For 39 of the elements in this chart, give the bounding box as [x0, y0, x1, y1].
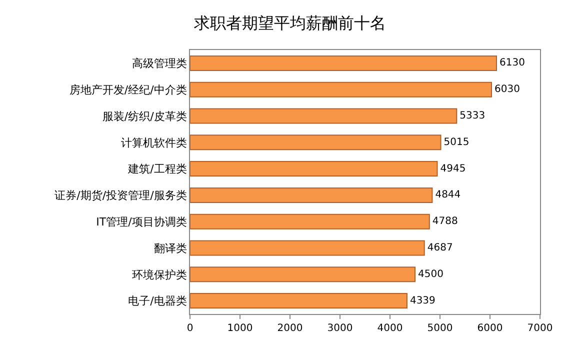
- bar: [190, 55, 497, 71]
- x-tick-label: 2000: [277, 323, 303, 334]
- bar: [190, 82, 492, 98]
- x-tick-label: 7000: [527, 323, 553, 334]
- y-tick-label: 高级管理类: [132, 57, 187, 70]
- x-tick-label: 6000: [477, 323, 503, 334]
- bar: [190, 108, 458, 124]
- data-label: 4788: [432, 216, 458, 228]
- bar: [190, 293, 408, 309]
- y-tick-label: 计算机软件类: [120, 136, 187, 150]
- bar: [190, 134, 442, 150]
- data-label: 4844: [435, 190, 461, 201]
- data-label: 5333: [460, 110, 486, 122]
- bar: [190, 161, 438, 177]
- chart-title: 求职者期望平均薪酬前十名: [194, 13, 386, 32]
- bar: [190, 266, 416, 282]
- y-tick-label: 翻译类: [154, 242, 187, 255]
- data-label: 4945: [440, 163, 466, 174]
- bar: [190, 240, 425, 256]
- y-tick-label: 证券/期货/投资管理/服务类: [54, 189, 187, 202]
- data-label: 6130: [500, 58, 525, 69]
- data-label: 5015: [444, 136, 470, 148]
- data-label: 4339: [410, 295, 436, 306]
- y-tick-label: 服装/纺织/皮革类: [102, 110, 187, 123]
- x-tick-label: 1000: [227, 323, 253, 334]
- y-tick-label: 房地产开发/经纪/中介类: [69, 83, 187, 96]
- y-tick-label: 环境保护类: [132, 268, 187, 282]
- y-tick-label: 建筑/工程类: [127, 162, 187, 176]
- data-label: 4687: [427, 242, 453, 254]
- y-tick-label: IT管理/项目协调类: [96, 215, 187, 228]
- bar: [190, 214, 430, 230]
- data-label: 6030: [494, 84, 520, 96]
- x-tick-label: 0: [186, 323, 194, 334]
- data-label: 4500: [418, 268, 444, 280]
- x-tick-label: 4000: [377, 323, 403, 334]
- x-tick-label: 3000: [327, 323, 353, 334]
- bar: [190, 187, 433, 203]
- x-tick-label: 5000: [427, 323, 453, 334]
- y-tick-label: 电子/电器类: [128, 294, 187, 308]
